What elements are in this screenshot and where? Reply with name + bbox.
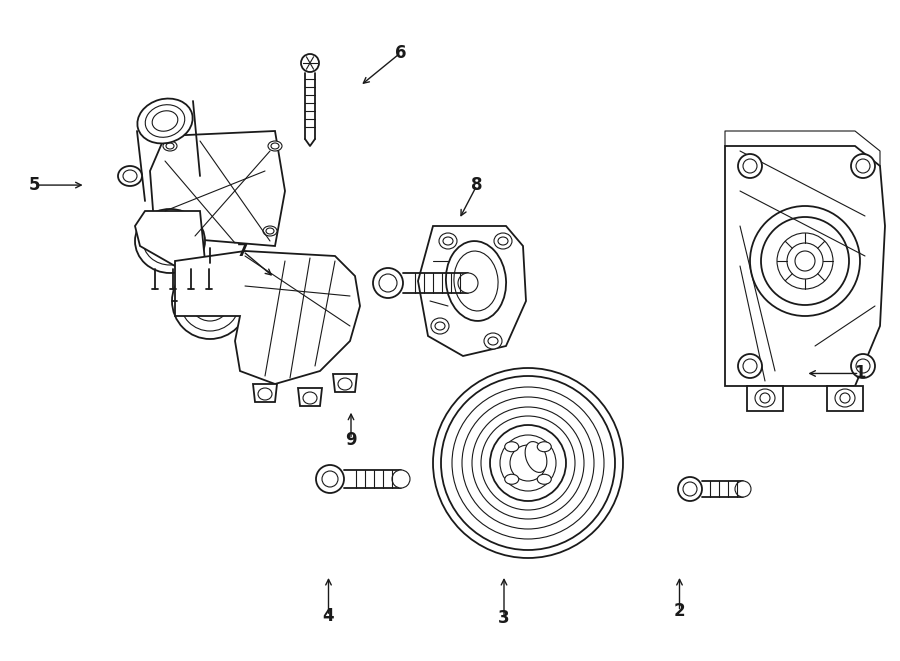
- Ellipse shape: [856, 159, 870, 173]
- Text: 6: 6: [395, 44, 406, 62]
- Ellipse shape: [525, 442, 547, 473]
- Ellipse shape: [750, 206, 860, 316]
- Ellipse shape: [743, 159, 757, 173]
- Ellipse shape: [537, 442, 552, 451]
- Ellipse shape: [441, 376, 615, 550]
- Ellipse shape: [484, 333, 502, 349]
- Ellipse shape: [851, 354, 875, 378]
- Ellipse shape: [338, 378, 352, 390]
- Text: 5: 5: [29, 176, 40, 194]
- Ellipse shape: [494, 233, 512, 249]
- Ellipse shape: [258, 388, 272, 400]
- Ellipse shape: [505, 442, 518, 451]
- Polygon shape: [135, 211, 205, 266]
- Text: 7: 7: [238, 242, 248, 260]
- Ellipse shape: [143, 217, 197, 265]
- Ellipse shape: [198, 289, 222, 313]
- Ellipse shape: [172, 263, 248, 339]
- Ellipse shape: [135, 209, 205, 273]
- Ellipse shape: [160, 232, 180, 250]
- Ellipse shape: [435, 322, 445, 330]
- Polygon shape: [298, 388, 322, 406]
- Ellipse shape: [166, 223, 174, 229]
- Ellipse shape: [738, 354, 762, 378]
- Ellipse shape: [840, 393, 850, 403]
- Polygon shape: [418, 226, 526, 356]
- Ellipse shape: [268, 141, 282, 151]
- Ellipse shape: [678, 477, 702, 501]
- Polygon shape: [253, 384, 277, 402]
- Ellipse shape: [301, 54, 319, 72]
- Ellipse shape: [263, 226, 277, 236]
- Ellipse shape: [452, 387, 604, 539]
- Ellipse shape: [462, 397, 594, 529]
- Text: 2: 2: [674, 602, 685, 621]
- Ellipse shape: [180, 271, 240, 331]
- Polygon shape: [725, 146, 885, 386]
- Ellipse shape: [166, 143, 174, 149]
- Text: 1: 1: [854, 364, 865, 383]
- Text: 4: 4: [323, 607, 334, 625]
- Polygon shape: [827, 386, 863, 411]
- Ellipse shape: [683, 482, 697, 496]
- Polygon shape: [333, 374, 357, 392]
- Ellipse shape: [498, 237, 508, 245]
- Ellipse shape: [510, 445, 546, 481]
- Ellipse shape: [443, 237, 453, 245]
- Ellipse shape: [505, 474, 518, 485]
- Ellipse shape: [123, 170, 137, 182]
- Text: 3: 3: [499, 609, 509, 627]
- Ellipse shape: [454, 251, 498, 311]
- Text: 9: 9: [346, 430, 356, 449]
- Ellipse shape: [856, 359, 870, 373]
- Ellipse shape: [472, 407, 584, 519]
- Ellipse shape: [755, 389, 775, 407]
- Ellipse shape: [481, 416, 575, 510]
- Polygon shape: [175, 251, 360, 384]
- Ellipse shape: [777, 233, 833, 289]
- Ellipse shape: [439, 233, 457, 249]
- Ellipse shape: [735, 481, 751, 497]
- Ellipse shape: [431, 318, 449, 334]
- Ellipse shape: [322, 471, 338, 487]
- Ellipse shape: [163, 141, 177, 151]
- Ellipse shape: [490, 425, 566, 501]
- Ellipse shape: [446, 241, 506, 321]
- Polygon shape: [150, 131, 285, 246]
- Ellipse shape: [738, 154, 762, 178]
- Ellipse shape: [152, 111, 178, 132]
- Ellipse shape: [433, 368, 623, 558]
- Text: 8: 8: [472, 176, 482, 194]
- Ellipse shape: [373, 268, 403, 298]
- Ellipse shape: [266, 228, 274, 234]
- Ellipse shape: [488, 337, 498, 345]
- Ellipse shape: [787, 243, 823, 279]
- Ellipse shape: [392, 470, 410, 488]
- Ellipse shape: [145, 104, 184, 137]
- Ellipse shape: [458, 273, 478, 293]
- Ellipse shape: [760, 393, 770, 403]
- Ellipse shape: [851, 154, 875, 178]
- Ellipse shape: [118, 166, 142, 186]
- Ellipse shape: [379, 274, 397, 292]
- Ellipse shape: [152, 225, 188, 257]
- Ellipse shape: [138, 98, 193, 143]
- Ellipse shape: [163, 221, 177, 231]
- Ellipse shape: [537, 474, 552, 485]
- Ellipse shape: [190, 281, 230, 321]
- Ellipse shape: [271, 143, 279, 149]
- Ellipse shape: [795, 251, 815, 271]
- Polygon shape: [747, 386, 783, 411]
- Ellipse shape: [316, 465, 344, 493]
- Ellipse shape: [835, 389, 855, 407]
- Ellipse shape: [303, 392, 317, 404]
- Ellipse shape: [500, 435, 556, 491]
- Ellipse shape: [761, 217, 849, 305]
- Ellipse shape: [743, 359, 757, 373]
